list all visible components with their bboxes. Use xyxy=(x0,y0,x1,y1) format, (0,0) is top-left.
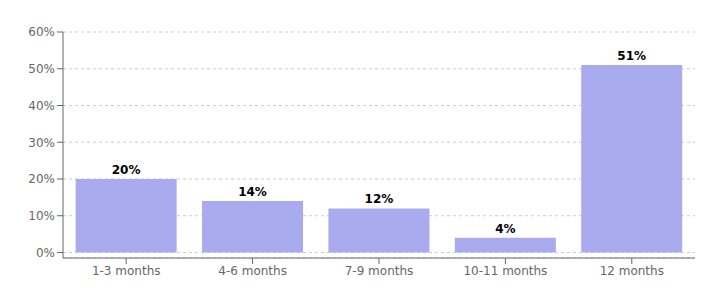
svg-text:40%: 40% xyxy=(28,99,55,113)
svg-text:7-9 months: 7-9 months xyxy=(345,264,414,278)
svg-text:10-11 months: 10-11 months xyxy=(463,264,547,278)
svg-text:4%: 4% xyxy=(495,222,515,236)
svg-text:0%: 0% xyxy=(36,246,55,260)
svg-text:14%: 14% xyxy=(238,185,267,199)
svg-text:12 months: 12 months xyxy=(600,264,664,278)
svg-text:20%: 20% xyxy=(28,172,55,186)
svg-text:1-3 months: 1-3 months xyxy=(92,264,161,278)
svg-text:20%: 20% xyxy=(112,163,141,177)
svg-text:60%: 60% xyxy=(28,25,55,39)
svg-text:10%: 10% xyxy=(28,209,55,223)
svg-text:12%: 12% xyxy=(365,192,394,206)
svg-text:50%: 50% xyxy=(28,62,55,76)
svg-text:30%: 30% xyxy=(28,136,55,150)
svg-text:51%: 51% xyxy=(617,49,646,63)
svg-text:4-6 months: 4-6 months xyxy=(218,264,287,278)
